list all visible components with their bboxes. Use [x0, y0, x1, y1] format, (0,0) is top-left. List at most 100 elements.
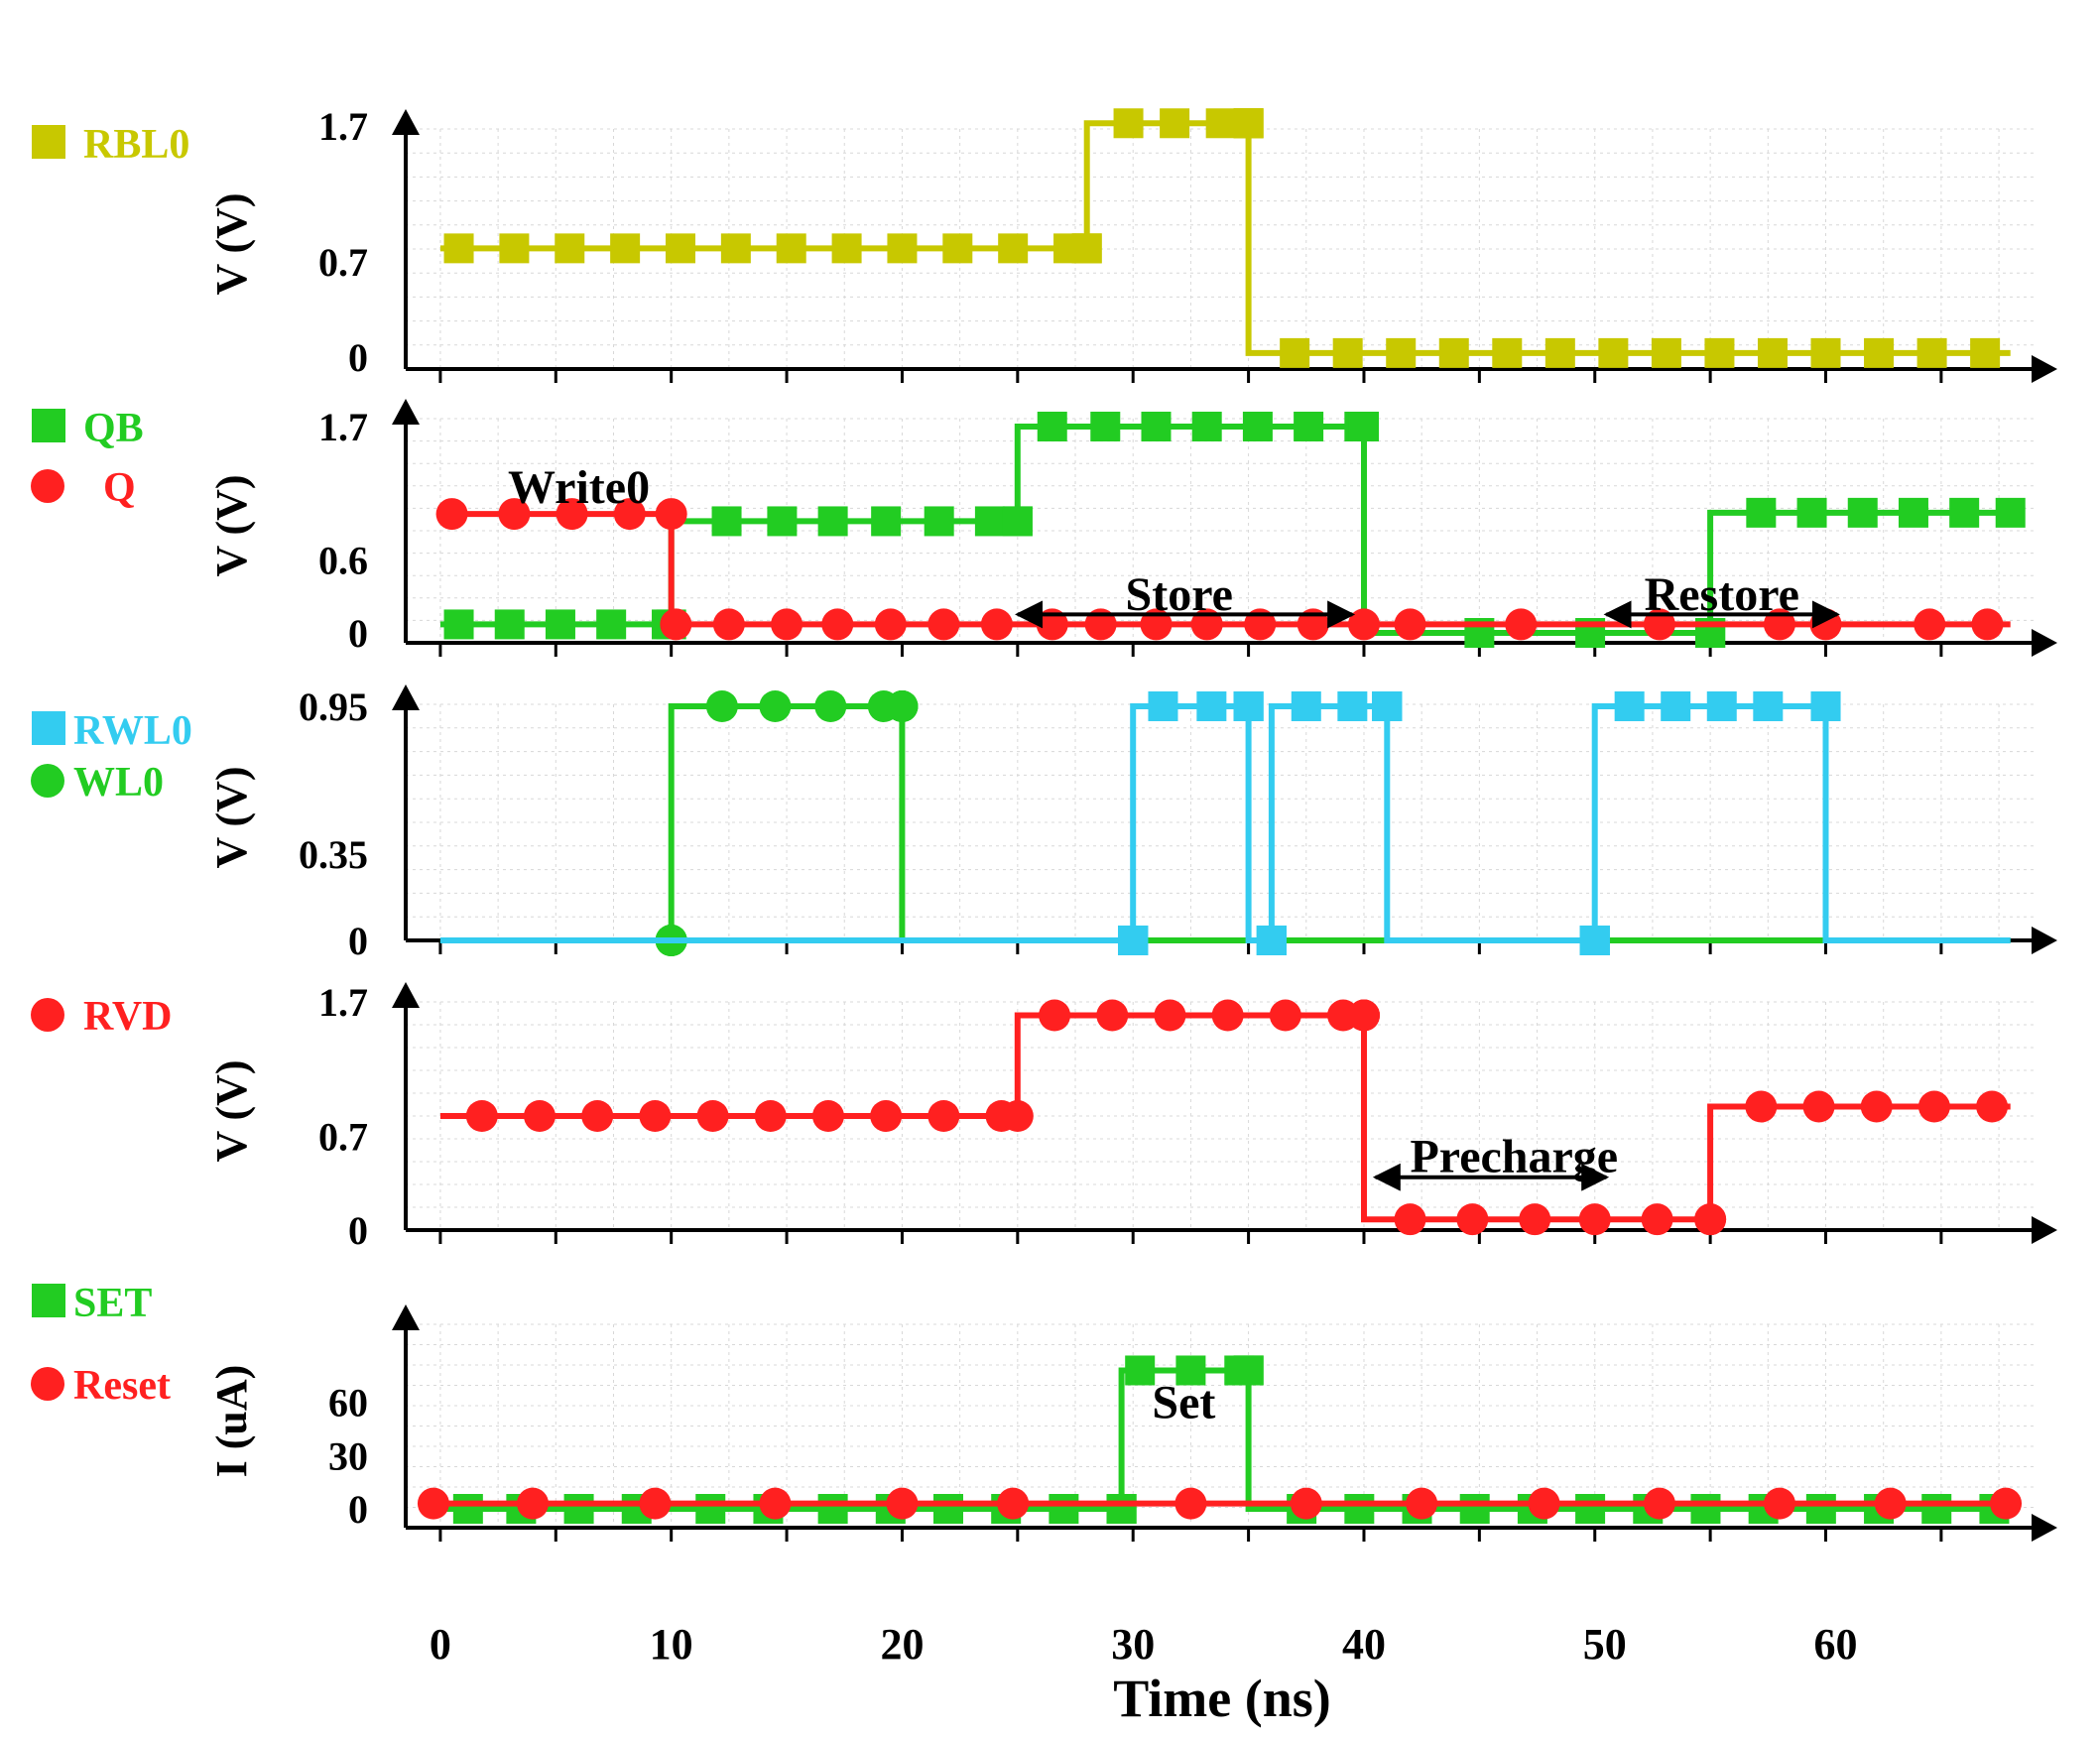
legend-circle-marker	[31, 1367, 64, 1401]
data-point-rvd	[1154, 999, 1186, 1032]
data-point-reset	[1874, 1487, 1907, 1520]
data-point-rbl0	[942, 233, 973, 264]
annotation-store: Store	[1015, 568, 1356, 629]
y-axis-label: I (uA)	[207, 1365, 256, 1478]
y-axis-arrow	[392, 109, 420, 135]
data-point-rvd	[1860, 1090, 1893, 1123]
data-point-qb	[1348, 412, 1379, 441]
y-tick-label: 0.6	[318, 539, 368, 583]
data-point-rbl0	[1233, 108, 1264, 139]
x-tick-label: 0	[430, 1620, 451, 1669]
y-tick-label: 0	[348, 1208, 368, 1253]
data-point-set	[1106, 1494, 1137, 1524]
data-point-set	[563, 1494, 594, 1524]
data-point-rvd	[1641, 1203, 1673, 1236]
series-rwl0	[439, 691, 2011, 955]
data-point-wl0	[814, 690, 847, 722]
data-point-q	[498, 498, 531, 531]
annotation-label: Write0	[508, 461, 650, 514]
data-point-wl0	[759, 690, 792, 722]
data-point-qb	[1141, 412, 1172, 441]
legend-label: Q	[103, 465, 136, 511]
data-point-qb	[1037, 412, 1067, 441]
data-point-rbl0	[443, 233, 474, 264]
data-point-rbl0	[776, 233, 806, 264]
data-point-rbl0	[1970, 337, 2001, 368]
data-point-rvd	[1745, 1090, 1778, 1123]
series-rvd	[439, 999, 2011, 1236]
data-point-set	[817, 1494, 848, 1524]
data-point-q	[874, 608, 907, 641]
legend-square-marker	[32, 1284, 65, 1317]
data-point-reset	[1990, 1487, 2023, 1520]
data-point-set	[1125, 1355, 1156, 1386]
y-tick-label: 0.95	[299, 684, 368, 729]
x-tick-label: 30	[1111, 1620, 1155, 1669]
data-point-set	[1175, 1355, 1206, 1386]
data-point-qb	[1746, 497, 1777, 528]
data-point-q	[980, 608, 1013, 641]
data-point-rbl0	[1280, 337, 1310, 368]
y-axis-label: V (V)	[207, 766, 256, 868]
y-axis-arrow	[392, 1304, 420, 1330]
data-point-rbl0	[1071, 233, 1102, 264]
legend-square-marker	[32, 409, 65, 442]
y-axis-label: V (V)	[207, 192, 256, 295]
data-point-rbl0	[555, 233, 585, 264]
data-point-qb	[1002, 506, 1033, 537]
data-point-rvd	[1269, 999, 1301, 1032]
annotation-write0: Write0	[508, 461, 650, 514]
data-point-reset	[1643, 1487, 1675, 1520]
y-tick-label: 0	[348, 611, 368, 656]
data-point-rbl0	[1704, 337, 1735, 368]
data-point-rvd	[696, 1100, 729, 1132]
legend-label: WL0	[73, 760, 164, 806]
legend-square-marker	[32, 711, 65, 745]
series-reset	[417, 1487, 2023, 1520]
legend-entry-wl0: WL0	[31, 760, 164, 806]
data-point-reset	[997, 1487, 1030, 1520]
data-point-rbl0	[998, 233, 1029, 264]
data-point-rbl0	[1864, 337, 1895, 368]
y-tick-label: 0	[348, 1487, 368, 1532]
data-point-rwl0	[1706, 691, 1737, 721]
x-tick-label: 60	[1814, 1620, 1858, 1669]
x-axis-label: Time (ns)	[1113, 1669, 1331, 1728]
panel-set-reset: 60 30 0 I (uA) SET Reset Set	[31, 1281, 2057, 1542]
x-tick-label: 40	[1342, 1620, 1386, 1669]
y-axis-arrow	[392, 684, 420, 710]
data-point-qb	[1242, 412, 1273, 441]
x-tick-label: 20	[880, 1620, 924, 1669]
data-point-rvd	[754, 1100, 787, 1132]
y-tick-label: 1.7	[318, 104, 368, 149]
y-axis-arrow	[392, 399, 420, 425]
data-point-wl0	[705, 690, 738, 722]
data-point-rwl0	[1233, 691, 1264, 721]
data-point-set	[1459, 1494, 1490, 1524]
y-axis-label: V (V)	[207, 474, 256, 576]
panel-rwl0-wl0: 0.95 0.35 0 V (V) RWL0 WL0	[31, 684, 2057, 963]
data-point-set	[933, 1494, 963, 1524]
data-point-rbl0	[665, 233, 695, 264]
data-point-q	[1914, 608, 1946, 641]
data-point-rbl0	[720, 233, 751, 264]
series-line-wl0	[439, 703, 2011, 943]
data-point-rbl0	[1160, 108, 1190, 139]
series-line-rwl0	[439, 703, 2011, 943]
data-point-rbl0	[1598, 337, 1629, 368]
data-point-qb	[1191, 412, 1222, 441]
data-point-set	[695, 1494, 726, 1524]
data-point-qb	[1847, 497, 1878, 528]
legend-circle-marker	[31, 469, 64, 503]
data-point-rwl0	[1148, 691, 1178, 721]
data-point-rbl0	[1113, 108, 1144, 139]
series-line-set	[439, 1367, 2011, 1512]
data-point-rvd	[1802, 1090, 1835, 1123]
data-point-qb	[1949, 497, 1980, 528]
data-point-rwl0	[1614, 691, 1645, 721]
data-point-set	[1575, 1494, 1606, 1524]
panel-q-qb: 1.7 0.6 0 V (V) QB Q Write0 Store Restore	[31, 399, 2057, 657]
data-point-rvd	[1211, 999, 1244, 1032]
legend-entry-rbl0: RBL0	[32, 122, 189, 168]
legend-square-marker	[32, 125, 65, 159]
